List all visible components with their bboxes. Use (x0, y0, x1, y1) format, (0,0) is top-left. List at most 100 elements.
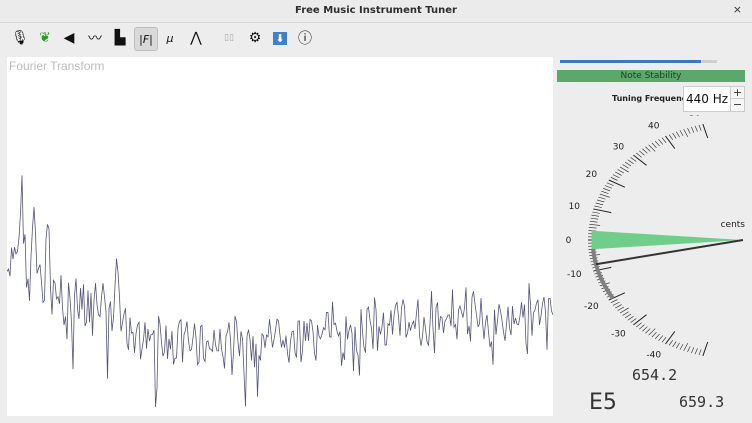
gauge-tick (698, 124, 702, 131)
close-button[interactable]: × (732, 3, 742, 16)
gauge-tick (630, 318, 637, 323)
gauge-needle (595, 239, 744, 266)
microphone-button[interactable]: 🎙 (9, 27, 31, 49)
mu-icon: μ (166, 31, 174, 45)
gauge-tick (604, 185, 612, 189)
tuner-logo-icon: ❦ (39, 30, 51, 46)
gaussian-icon: ⋀ (190, 30, 202, 46)
gauge-tick (672, 341, 677, 348)
measured-frequency: 654.2 (632, 366, 678, 384)
mu-button[interactable]: μ (159, 27, 181, 49)
cents-gauge: 50403020100-10-20-30-40-50cents (566, 115, 746, 360)
gauge-tick (665, 135, 676, 149)
pause-icon: ▯▯ (224, 33, 234, 43)
gauge-tick-label: 40 (648, 122, 660, 132)
gauge-tick-label: -40 (646, 350, 661, 360)
tuner-logo-button[interactable]: ❦ (34, 27, 56, 49)
gauge-tick (612, 301, 620, 306)
gauge-tick (601, 190, 609, 194)
gauge-tick (617, 306, 625, 311)
gauge-tick-label: -10 (567, 270, 582, 280)
gauge-tick (630, 157, 637, 162)
gauge-tick-label: 10 (569, 202, 581, 212)
gauge-tick (633, 314, 647, 326)
gauge-tick (658, 335, 664, 341)
spectrum-line (6, 175, 554, 408)
note-stability-bar: Note Stability (557, 70, 745, 82)
gauge-tick (654, 333, 660, 340)
gauge-tick (694, 348, 698, 355)
title-bar: Free Music Instrument Tuner × (0, 0, 752, 23)
speaker-db-button[interactable]: ◀ (58, 27, 80, 49)
gauge-tick (672, 132, 677, 139)
gauge-tick (592, 211, 600, 214)
window-title: Free Music Instrument Tuner (295, 5, 457, 16)
target-frequency: 659.3 (679, 393, 725, 411)
gauge-tick (639, 324, 645, 330)
decrement-button[interactable]: − (730, 98, 745, 112)
gauge-tick (639, 150, 645, 156)
bar-chart-button[interactable]: ▙ (109, 27, 131, 49)
gauge-tick (683, 128, 689, 138)
tuning-frequency-label: Tuning Frequency (612, 94, 692, 103)
gauge-tick (658, 139, 664, 145)
note-name: E5 (589, 390, 617, 415)
gear-button[interactable]: ⚙ (244, 27, 266, 49)
gauge-tick (698, 349, 702, 356)
gauge-tick (702, 123, 709, 139)
gauge-tick (627, 159, 634, 164)
gauge-tick (679, 343, 684, 350)
gear-icon: ⚙ (248, 30, 262, 46)
gauge-tick (661, 337, 667, 343)
gauge-tick (617, 169, 625, 174)
gauge-tick (619, 307, 629, 314)
gauge-tick (591, 214, 600, 217)
gauge-tick (648, 328, 656, 336)
fourier-button[interactable]: |F| (134, 27, 158, 51)
gauge-tick (589, 224, 601, 226)
tuning-frequency-input[interactable]: 440 Hz (683, 86, 731, 112)
gauge-tick (593, 208, 612, 214)
gauge-tick (661, 137, 667, 143)
gauge-tick (598, 196, 606, 200)
gauge-tick (594, 205, 602, 208)
gauge-tick (595, 202, 604, 206)
gauge-tick (676, 342, 680, 349)
gauge-tick (651, 332, 657, 338)
pause-button[interactable]: ▯▯ (218, 27, 240, 49)
waveform-icon: 〰 (88, 31, 102, 47)
waveform-button[interactable]: 〰 (84, 27, 106, 49)
gauge-tick (589, 220, 598, 223)
gauge-tick-label: 30 (613, 143, 625, 153)
gauge-tick (690, 126, 695, 133)
gauge-tick (610, 177, 618, 181)
gauge-tick (615, 171, 622, 176)
speaker-db-icon: ◀ (63, 30, 75, 46)
info-button[interactable]: ⓘ (294, 27, 316, 49)
gauge-tick (622, 311, 629, 316)
fourier-icon: |F| (139, 32, 153, 46)
tolerance-wedge (591, 230, 743, 250)
gauge-tick (683, 342, 689, 352)
gauge-tick (612, 174, 620, 179)
stability-arc (591, 248, 615, 300)
gauge-tick (624, 313, 632, 319)
gauge-tick (622, 164, 629, 169)
fourier-plot: Fourier Transform (6, 57, 554, 416)
gauge-tick (606, 182, 614, 186)
gauge-tick-label: -30 (611, 329, 626, 339)
gauge-tick (687, 346, 691, 353)
gaussian-button[interactable]: ⋀ (185, 27, 207, 49)
gauge-tick (602, 188, 611, 192)
gauge-tick (694, 125, 698, 132)
gauge-tick (668, 340, 673, 346)
gauge-tick (596, 199, 605, 203)
gauge-tick (665, 331, 676, 345)
gauge-tick (619, 166, 629, 173)
gauge-unit-label: cents (721, 220, 746, 230)
gauge-tick (636, 152, 642, 158)
gauge-tick (642, 148, 648, 154)
gauge-tick (648, 144, 656, 152)
download-button[interactable]: ⬇ (269, 27, 291, 49)
gauge-tick-label: 50 (689, 115, 701, 118)
